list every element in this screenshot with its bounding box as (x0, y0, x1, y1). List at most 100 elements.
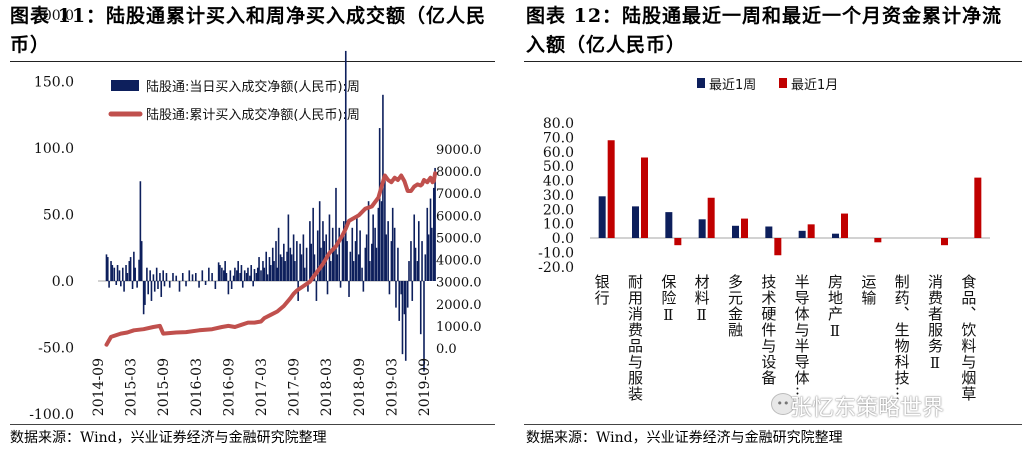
weekly-net-bar (354, 241, 357, 281)
left-y-tick-label: -50.0 (38, 341, 74, 357)
weekly-net-bar (417, 221, 420, 281)
weekly-net-bar (287, 214, 290, 281)
x-tick-label: 2016-03 (189, 358, 205, 416)
weekly-net-bar (260, 270, 262, 281)
weekly-net-bar (281, 257, 283, 281)
weekly-net-bar (312, 207, 314, 281)
weekly-net-bar (427, 234, 430, 281)
weekly-net-bar (309, 221, 311, 281)
weekly-net-bar (371, 243, 373, 281)
bar-week (832, 233, 839, 238)
weekly-net-bar (168, 281, 171, 288)
weekly-net-bar (111, 265, 114, 281)
weekly-net-bar (352, 261, 355, 281)
right-y-tick-label: 9000.0 (436, 143, 482, 158)
weekly-net-bar (155, 267, 158, 281)
weekly-net-bar (401, 281, 404, 355)
x-tick-label: 2015-03 (124, 358, 140, 416)
bar-week (632, 206, 639, 238)
left-chart-title: 图表 11：陆股通累计买入和周净买入成交额（亿人民币） (10, 5, 487, 56)
category-label: 保险Ⅱ (659, 274, 677, 325)
weekly-net-bar (335, 187, 337, 281)
x-tick-label: 2014-09 (91, 358, 107, 416)
y-tick-label: 80.0 (543, 116, 574, 132)
category-label: 技术硬件与设备 (759, 274, 777, 386)
weekly-net-bar (140, 241, 143, 281)
weekly-net-bar (289, 247, 292, 281)
x-tick-label: 2019-09 (417, 358, 433, 416)
weekly-net-bar (426, 207, 429, 281)
bar-week (598, 196, 606, 238)
weekly-net-bar (178, 281, 181, 292)
weekly-net-bar (416, 261, 419, 281)
weekly-net-bar (115, 281, 118, 285)
weekly-net-bar (219, 265, 221, 281)
weekly-net-bar (326, 281, 329, 295)
weekly-net-bar (377, 207, 380, 281)
bar-week (765, 226, 773, 238)
weekly-net-bar (364, 247, 367, 281)
y-tick-label: 10.0 (543, 217, 574, 233)
left-y-tick-label: 0.0 (52, 274, 74, 290)
weekly-net-bar (292, 234, 295, 281)
y-tick-label: 0.0 (552, 231, 574, 247)
weekly-net-bar (277, 227, 280, 281)
weekly-net-bar (113, 267, 116, 281)
weekly-net-bar (247, 267, 249, 281)
cumulative-line (104, 171, 438, 347)
left-y-tick-label: -100.0 (29, 407, 74, 423)
right-y-tick-label: 5000.0 (436, 231, 482, 246)
x-tick-label: 2017-09 (287, 358, 303, 416)
weekly-net-bar (302, 234, 305, 281)
weekly-net-bar (144, 281, 146, 305)
bar-month (707, 197, 715, 238)
legend-swatch-weekly-net (111, 80, 139, 91)
weekly-net-bar (136, 281, 138, 288)
legend-label-month: 最近1月 (791, 78, 838, 93)
weekly-net-bar (128, 261, 131, 281)
weekly-net-bar (279, 254, 282, 281)
weekly-net-bar (414, 247, 417, 281)
y-tick-label: 50.0 (543, 159, 574, 175)
weekly-net-bar (393, 227, 396, 281)
weekly-net-bar (336, 254, 339, 281)
weekly-net-bar (150, 281, 153, 301)
weekly-net-bar (273, 261, 275, 281)
weekly-net-bar (266, 274, 269, 281)
weekly-net-bar (198, 281, 200, 288)
weekly-net-bar (356, 214, 358, 281)
weekly-net-bar (227, 281, 230, 295)
weekly-net-bar (250, 265, 253, 281)
weekly-net-bar (372, 214, 374, 281)
weekly-net-bar (195, 273, 197, 281)
left-y-tick-label: 200.0 (34, 8, 74, 24)
weekly-net-bar (369, 261, 371, 281)
bar-month (941, 238, 948, 246)
weekly-net-bar (181, 273, 184, 281)
weekly-net-bar (265, 251, 268, 281)
weekly-net-bar (146, 267, 148, 281)
weekly-net-bar (367, 201, 370, 281)
weekly-net-bar (294, 261, 296, 281)
category-label: 材料Ⅱ (693, 274, 711, 325)
weekly-net-bar (362, 281, 365, 292)
weekly-net-bar (310, 243, 313, 281)
weekly-net-bar (359, 230, 361, 281)
weekly-net-bar (351, 227, 354, 281)
weekly-net-bar (139, 181, 142, 281)
weekly-net-bar (307, 281, 309, 292)
weekly-net-bar (116, 265, 119, 281)
weekly-net-bar (175, 275, 178, 281)
right-y-tick-label: 8000.0 (436, 165, 482, 180)
y-tick-label: 40.0 (543, 174, 574, 190)
left-source-rule (10, 424, 495, 425)
bar-month (874, 238, 882, 243)
y-tick-label: -10.0 (538, 245, 574, 261)
weekly-net-bar (395, 281, 397, 308)
weekly-net-bar (253, 269, 256, 281)
weekly-net-bar (275, 241, 277, 281)
weekly-net-bar (225, 273, 228, 281)
weekly-net-bar (380, 201, 383, 281)
bar-month (807, 224, 815, 238)
weekly-net-bar (236, 270, 238, 281)
